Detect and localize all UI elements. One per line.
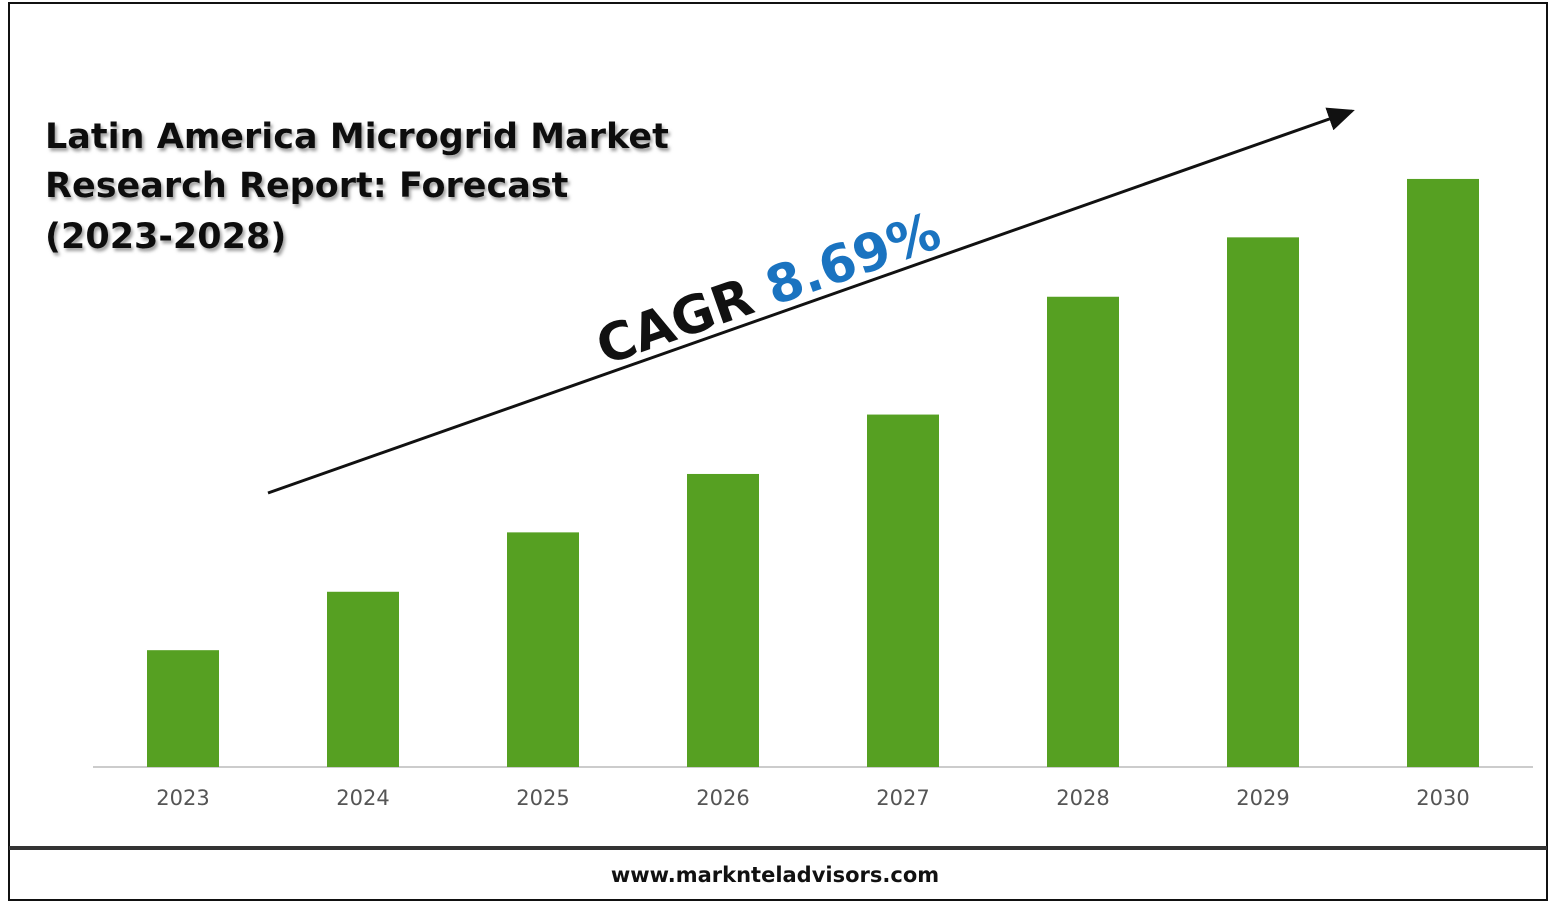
trend-arrow [267, 107, 1355, 495]
bar [147, 650, 219, 767]
cagr: CAGR 8.69% [589, 201, 948, 377]
bar [687, 473, 759, 767]
bar [1047, 296, 1119, 767]
bar [1227, 237, 1299, 768]
x-tick-label: 2027 [876, 786, 929, 810]
title-line: Research Report: Forecast [45, 166, 568, 206]
bar [507, 532, 579, 767]
x-tick-label: 2026 [696, 786, 749, 810]
x-tick-label: 2024 [336, 786, 389, 810]
bar [327, 591, 399, 767]
x-tick-label: 2030 [1416, 786, 1469, 810]
title-line: Latin America Microgrid Market [45, 117, 669, 157]
x-tick-label: 2025 [516, 786, 569, 810]
frame [8, 2, 1548, 901]
x-tick-label: 2028 [1056, 786, 1109, 810]
bar [1407, 178, 1479, 767]
title-line: (2023-2028) [45, 217, 286, 257]
bar [867, 414, 939, 767]
x-tick-label: 2023 [156, 786, 209, 810]
x-tick-label: 2029 [1236, 786, 1289, 810]
cagr-value: 8.69% [758, 201, 948, 318]
title: Latin America Microgrid Market Research … [45, 117, 669, 257]
footer: www.marknteladvisors.com [611, 863, 939, 887]
cagr-label: CAGR [589, 267, 761, 377]
